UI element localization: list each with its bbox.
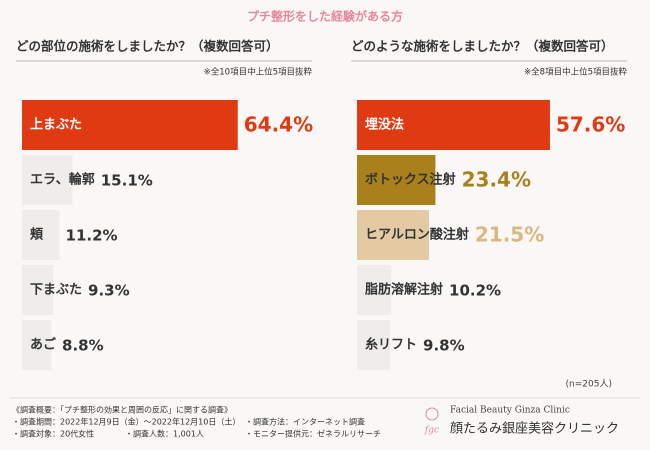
chart-title: どのような施術をしましたか？（複数回答可） (351, 39, 614, 54)
sample-size: (n=205人) (566, 379, 612, 390)
value-label: 9.3% (88, 282, 130, 300)
category-label: 糸リフト (365, 337, 417, 353)
bar (357, 210, 430, 260)
footer-line: ・調査対象：20代女性 (12, 429, 94, 439)
footer-line: ・モニター提供元：ゼネラルリサーチ (245, 429, 381, 439)
bar (357, 100, 550, 150)
footer-line: ・調査人数：1,001人 (125, 429, 204, 439)
category-label: ヒアルロン酸注射 (365, 227, 469, 243)
bar (22, 320, 52, 370)
value-label: 10.2% (449, 282, 501, 300)
bar (357, 155, 436, 205)
category-label: 上まぶた (30, 118, 82, 133)
category-label: 頬 (30, 227, 44, 243)
logo-mark: fgc (424, 426, 439, 436)
footer-line: ・調査方法：インターネット調査 (245, 417, 365, 427)
value-label: 57.6% (556, 113, 625, 137)
value-label: 15.1% (101, 172, 153, 190)
value-label: 23.4% (462, 168, 531, 192)
category-label: 埋没法 (365, 117, 404, 133)
bar (22, 100, 238, 150)
category-label: あご (30, 337, 57, 353)
bar (357, 320, 390, 370)
clinic-name-en: Facial Beauty Ginza Clinic (450, 406, 570, 416)
category-label: エラ、輪郭 (30, 172, 95, 188)
category-label: ボトックス注射 (365, 172, 456, 188)
value-label: 21.5% (475, 223, 544, 247)
value-label: 8.8% (62, 337, 104, 355)
category-label: 下まぶた (30, 283, 82, 298)
bar (22, 265, 54, 315)
footer-line: 《調査概要：「プチ整形の効果と周囲の反応」に関する調査》 (12, 405, 232, 415)
value-label: 9.8% (423, 337, 465, 355)
clinic-name-ja: 顔たるみ銀座美容クリニック (450, 421, 619, 437)
bar (357, 265, 392, 315)
chart-note: ※全10項目中上位5項目抜粋 (204, 67, 313, 78)
chart-note: ※全8項目中上位5項目抜粋 (524, 67, 627, 78)
footer-line: ・調査期間：2022年12月9日（金）～2022年12月10日（土） (12, 417, 240, 427)
logo-circle (425, 407, 439, 421)
title: プチ整形をした経験がある方 (247, 9, 403, 24)
bar (22, 155, 73, 205)
chart-title: どの部位の施術をしましたか？（複数回答可） (16, 39, 279, 54)
category-label: 脂肪溶解注射 (364, 282, 443, 298)
value-label: 11.2% (66, 227, 118, 245)
value-label: 64.4% (244, 113, 313, 137)
bar (22, 210, 60, 260)
